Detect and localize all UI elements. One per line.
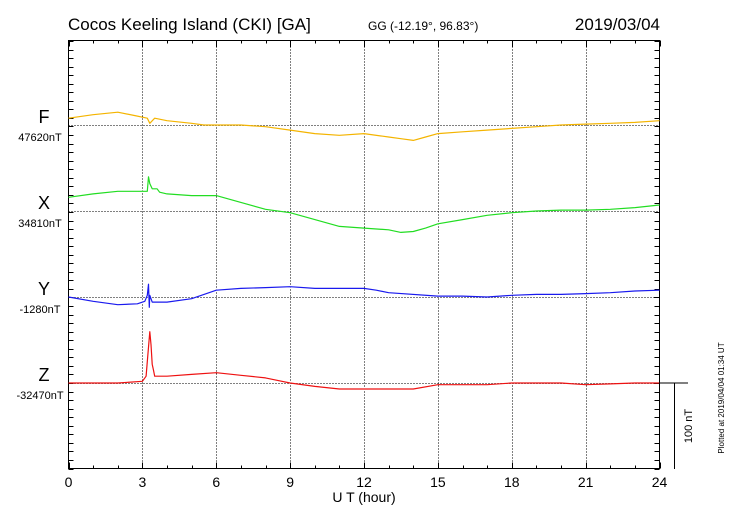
scale-bar-label: 100 nT bbox=[683, 409, 695, 444]
series-line-y bbox=[68, 283, 660, 308]
chart-date: 2019/03/04 bbox=[575, 15, 660, 34]
station-coordinates: GG (-12.19°, 96.83°) bbox=[368, 19, 478, 33]
x-tick-label: 6 bbox=[212, 474, 220, 490]
series-name-x: X bbox=[38, 193, 50, 213]
series-line-z bbox=[68, 331, 660, 390]
chart-title: Cocos Keeling Island (CKI) [GA] bbox=[68, 15, 311, 34]
x-tick-label: 0 bbox=[65, 474, 73, 490]
series-name-z: Z bbox=[39, 365, 50, 385]
x-tick-label: 9 bbox=[286, 474, 294, 490]
x-tick-label: 21 bbox=[578, 474, 594, 490]
scale-bar: 100 nT bbox=[659, 382, 695, 469]
series-lines bbox=[68, 111, 660, 390]
series-name-f: F bbox=[39, 107, 50, 127]
series-baseline-label-z: -32470nT bbox=[16, 390, 63, 402]
x-tick-label: 3 bbox=[138, 474, 146, 490]
x-tick-label: 15 bbox=[430, 474, 446, 490]
grid bbox=[68, 40, 660, 469]
series-baseline-label-f: 47620nT bbox=[18, 132, 62, 144]
series-line-x bbox=[68, 176, 660, 233]
x-tick-label: 18 bbox=[504, 474, 520, 490]
x-axis-label: U T (hour) bbox=[332, 489, 395, 505]
axis-ticks bbox=[68, 40, 661, 470]
plotted-timestamp: Plotted at 2019/04/04 01:34 UT bbox=[717, 342, 726, 453]
series-name-y: Y bbox=[38, 279, 50, 299]
x-tick-label: 24 bbox=[652, 474, 668, 490]
series-baseline-label-x: 34810nT bbox=[18, 218, 62, 230]
x-tick-labels: 0 3 6 9 12 15 18 21 24 bbox=[65, 474, 668, 490]
series-labels: F 47620nT X 34810nT Y -1280nT Z -32470nT bbox=[16, 107, 63, 402]
series-line-f bbox=[68, 111, 660, 141]
series-baseline-label-y: -1280nT bbox=[20, 304, 61, 316]
x-tick-label: 12 bbox=[356, 474, 372, 490]
